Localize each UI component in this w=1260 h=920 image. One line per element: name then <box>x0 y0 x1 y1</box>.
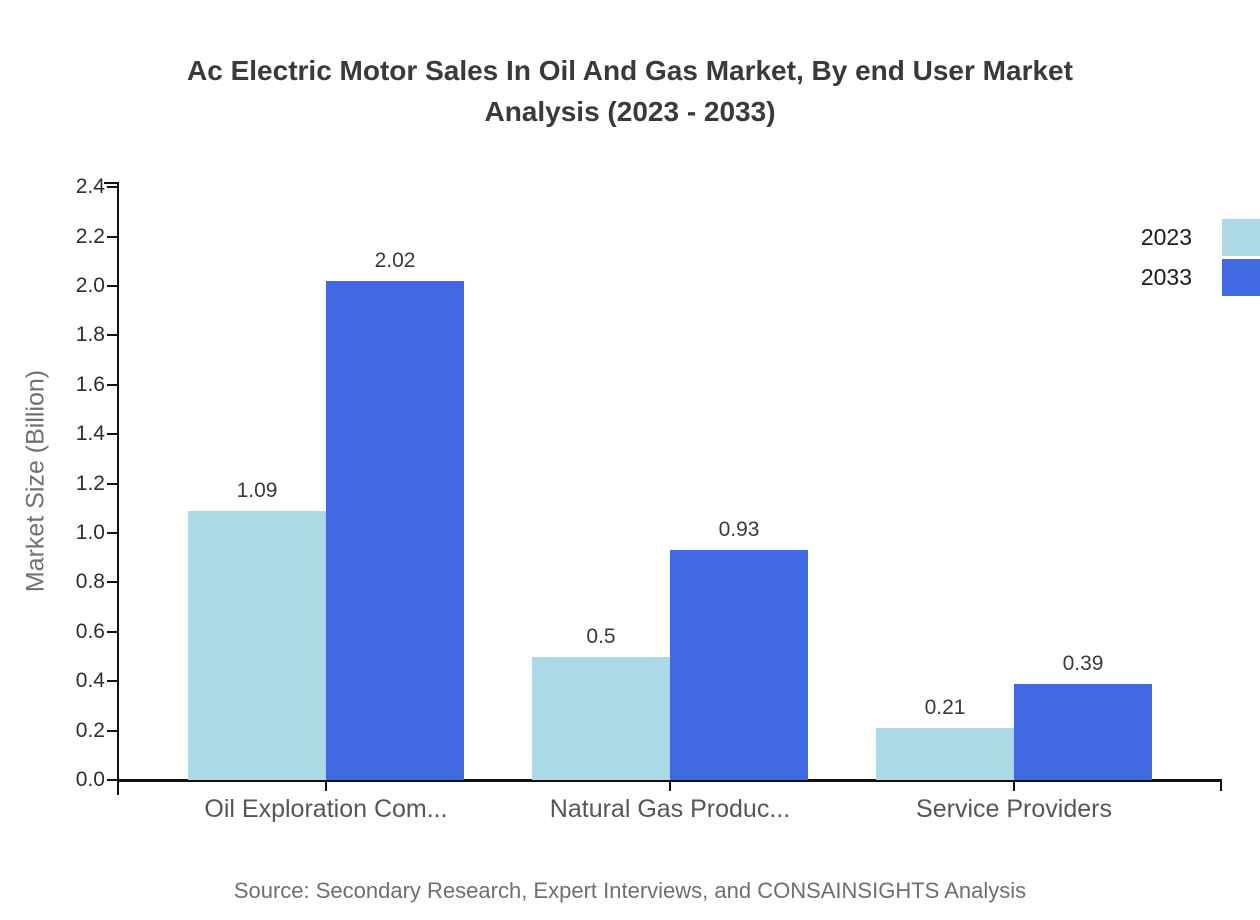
y-tick-label: 1.6 <box>75 372 105 396</box>
bar-2023-1 <box>188 510 326 780</box>
y-tick-label: 2.2 <box>75 224 105 248</box>
legend-item-2033: 2033 <box>1141 259 1260 296</box>
y-tick-label: 2.4 <box>75 175 105 199</box>
y-tick <box>107 334 118 337</box>
y-tick <box>107 482 118 485</box>
bar-2033-3 <box>1014 683 1152 780</box>
x-axis-endtick <box>1220 782 1222 791</box>
legend-label-2033: 2033 <box>1140 264 1192 290</box>
bar-2023-3 <box>876 728 1014 780</box>
x-tick <box>325 782 327 791</box>
y-tick-label: 1.8 <box>75 323 105 347</box>
value-label-2033-3: 0.39 <box>1062 651 1104 675</box>
y-tick <box>107 383 118 386</box>
y-tick <box>107 779 118 781</box>
y-tick <box>107 285 118 287</box>
y-tick-label: 0.2 <box>75 718 105 742</box>
y-tick-label: 0.0 <box>75 768 105 791</box>
y-tick-label: 0.4 <box>75 669 105 693</box>
value-label-2033-2: 0.93 <box>718 518 760 542</box>
value-label-2023-3: 0.21 <box>924 696 966 720</box>
chart-title: Ac Electric Motor Sales In Oil And Gas M… <box>187 55 1073 127</box>
y-tick <box>107 186 118 189</box>
y-tick-label: 1.4 <box>75 422 105 446</box>
y-axis-line <box>117 182 119 795</box>
x-axis-line <box>117 779 1222 782</box>
y-tick <box>107 433 118 436</box>
category-label: Service Providers <box>916 795 1112 823</box>
legend-label-2023: 2023 <box>1140 224 1192 250</box>
y-tick <box>107 680 118 683</box>
legend-swatch-2033-icon <box>1222 259 1260 296</box>
value-label-2023-2: 0.5 <box>586 624 616 648</box>
legend: 2023 2033 <box>1141 219 1260 299</box>
y-tick-label: 1.2 <box>75 471 105 495</box>
bar-2033-2 <box>670 550 808 780</box>
source-note: Source: Secondary Research, Expert Inter… <box>233 878 1027 903</box>
bar-2023-2 <box>532 656 670 780</box>
y-tick <box>107 729 118 732</box>
category-label: Natural Gas Produc... <box>549 795 791 823</box>
y-tick <box>107 235 118 238</box>
y-tick-label: 0.8 <box>75 570 105 594</box>
y-tick <box>107 630 118 633</box>
legend-swatch-2023-icon <box>1222 219 1260 256</box>
x-tick <box>1013 782 1015 791</box>
y-axis-endcap <box>104 182 118 184</box>
y-tick <box>107 532 118 534</box>
y-tick-label: 0.6 <box>75 619 105 643</box>
value-label-2023-1: 1.09 <box>236 478 278 502</box>
category-label: Oil Exploration Com... <box>204 795 448 823</box>
bar-2033-1 <box>326 281 464 780</box>
legend-item-2023: 2023 <box>1141 219 1260 256</box>
x-tick <box>669 782 671 791</box>
y-tick <box>107 581 118 584</box>
y-tick-label: 2.0 <box>75 274 105 297</box>
value-label-2033-1: 2.02 <box>374 249 416 273</box>
y-tick-label: 1.0 <box>75 521 105 544</box>
